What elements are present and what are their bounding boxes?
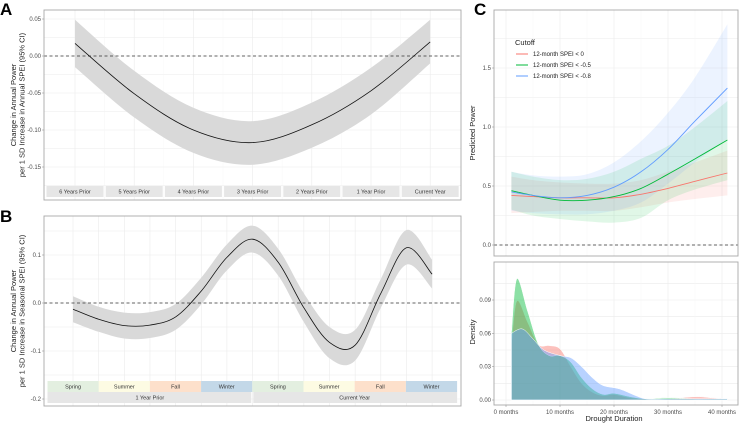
density-area-0 (511, 300, 728, 401)
panel-a-ytick-label: 0.05 (29, 17, 41, 23)
panel-c-line-2 (511, 87, 728, 199)
density-ytick-label: 0.00 (479, 398, 491, 404)
panel-c-ytick-label: 1.5 (483, 66, 492, 72)
legend-label-0: 12-month SPEI < 0 (533, 52, 585, 58)
density-area-2 (511, 328, 728, 401)
panel-b-season-strip (354, 381, 406, 392)
panel-b-season-label: Fall (376, 385, 385, 391)
panel-a-strip-label: 5 Years Prior (118, 190, 150, 196)
panel-c-line-1 (511, 139, 728, 202)
panel-a-ytick-label: 0.00 (29, 54, 41, 60)
panel-c-ylabel: Predicted Power (468, 105, 477, 161)
panel-c: 1.5 1.0 0.5 0.0 (483, 9, 739, 257)
panel-a-ytick-label: -0.15 (27, 165, 41, 171)
panel-a-strip (164, 186, 222, 197)
panel-b-season-strip (149, 381, 202, 392)
panel-b-season-strip (98, 381, 150, 392)
panel-a: 6 Years Prior 5 Years Prior 4 Years Prior 3… (27, 9, 462, 201)
panel-b-year-label: 1 Year Prior (136, 396, 165, 402)
panel-b-ytick-label: -0.1 (31, 349, 42, 355)
panel-c-ytick-label: 0.0 (483, 243, 492, 249)
panel-b-season-label: Fall (171, 385, 180, 391)
panel-b-ytick-label: 0.1 (33, 253, 42, 259)
panel-a-strip-label: 1 Year Prior (357, 190, 386, 196)
panel-c-ci-band-1 (511, 101, 728, 223)
panel-a-strip (401, 186, 459, 197)
panel-label-b: B (0, 207, 12, 226)
panel-a-strip-label: Current Year (415, 190, 446, 196)
panel-b-year-strip (253, 392, 458, 403)
panel-b-season-label: Spring (65, 385, 81, 391)
panel-a-strip (46, 186, 104, 197)
density-xlabel: Drought Duration (585, 414, 642, 423)
panel-b-season-label: Summer (319, 385, 340, 391)
panel-b-season-strip (47, 381, 99, 392)
panel-a-ylabel-line2: per 1 SD Increase in Annual SPEI (95% CI… (18, 32, 27, 177)
panel-a-strip (224, 186, 282, 197)
density-xtick-label: 20 months (600, 410, 628, 416)
panel-label-c: C (474, 0, 486, 19)
panel-a-border (43, 9, 462, 201)
panel-c-border (493, 9, 739, 257)
panel-b-ci-band (73, 225, 433, 366)
panel-c-ci-band-2 (511, 24, 728, 215)
panel-a-estimate-line (74, 41, 431, 144)
panel-b-season-label: Winter (219, 385, 235, 391)
legend-title: Cutoff (515, 38, 536, 47)
density-xtick-label: 40 months (708, 410, 736, 416)
panel-a-ci-band (75, 19, 431, 165)
panel-a-ytick-label: -0.10 (27, 128, 41, 134)
panel-b-season-strip (405, 381, 458, 392)
panel-b-border (43, 215, 462, 407)
panel-a-strip-label: 2 Years Prior (296, 190, 328, 196)
legend-label-2: 12-month SPEI < -0.8 (533, 74, 592, 80)
panel-b-season-label: Winter (424, 385, 440, 391)
density-ytick-label: 0.09 (479, 298, 491, 304)
density-xtick-label: 10 months (546, 410, 574, 416)
panel-label-a: A (0, 0, 12, 19)
density-ytick-label: 0.06 (479, 331, 491, 337)
panel-c-ytick-label: 0.5 (483, 184, 492, 190)
panel-b: Spring Summer Fall Winter Spring Summer Fall Wi… (31, 215, 462, 407)
panel-b-estimate-line (72, 238, 433, 350)
density-ytick-label: 0.03 (479, 365, 491, 371)
density-ylabel: Density (468, 319, 477, 344)
panel-b-ytick-label: -0.2 (31, 397, 42, 403)
panel-c-ytick-label: 1.0 (483, 125, 492, 131)
panel-a-ylabel-line1: Change in Annual Power (9, 63, 18, 146)
panel-b-season-strip (252, 381, 304, 392)
panel-c-density: 0.09 0.06 0.03 0.000 months 10 months 20 mont… (479, 261, 739, 416)
panel-a-strip (283, 186, 341, 197)
legend: Cutoff 12-month SPEI < 0 12-month SPEI <… (515, 38, 592, 80)
panel-a-strip-label: 6 Years Prior (59, 190, 91, 196)
panel-b-ylabel-line2: per 1 SD Increase in Seasonal SPEI (95% … (18, 234, 27, 387)
legend-label-1: 12-month SPEI < -0.5 (533, 63, 592, 69)
panel-b-season-strip (201, 381, 253, 392)
panel-b-season-strip (303, 381, 355, 392)
panel-b-ylabel-line1: Change in Annual Power (9, 269, 18, 352)
panel-a-ytick-label: -0.05 (27, 91, 41, 97)
panel-b-ytick-label: 0.0 (33, 301, 42, 307)
panel-a-strip-label: 4 Years Prior (178, 190, 210, 196)
density-xtick-label: 0 months (494, 410, 519, 416)
panel-a-strip-label: 3 Years Prior (237, 190, 269, 196)
panel-b-year-label: Current Year (339, 396, 370, 402)
panel-b-season-label: Summer (114, 385, 135, 391)
panel-a-strip (342, 186, 400, 197)
panel-b-season-label: Spring (270, 385, 286, 391)
panel-b-year-strip (47, 392, 252, 403)
panel-a-strip (105, 186, 163, 197)
density-xtick-label: 30 months (654, 410, 682, 416)
density-area-1 (511, 278, 728, 401)
